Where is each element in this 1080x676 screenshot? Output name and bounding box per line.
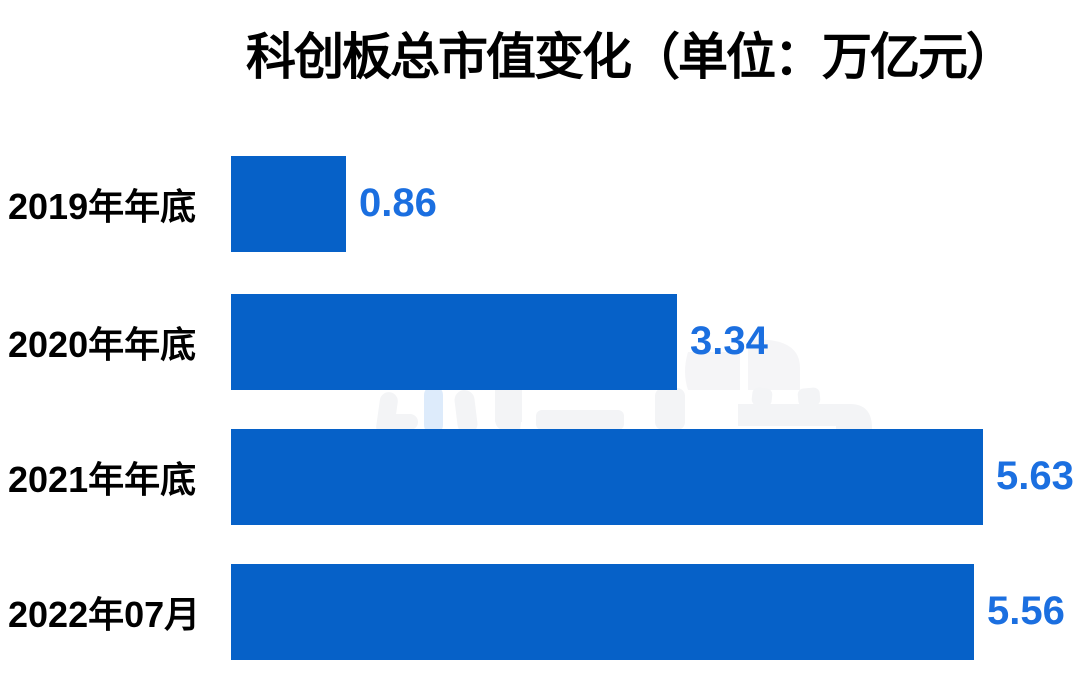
bar-row-2022: 2022年07月 5.56	[0, 563, 1080, 660]
value-label: 0.86	[359, 181, 437, 225]
bar-row-2021: 2021年年底 5.63	[0, 428, 1080, 525]
chart-title: 科创板总市值变化（单位：万亿元）	[246, 29, 1016, 85]
bar-2022	[231, 563, 974, 660]
bar-2020	[231, 293, 677, 390]
category-label: 2020年年底	[8, 323, 197, 365]
value-label: 5.56	[987, 589, 1065, 633]
category-label: 2021年年底	[8, 458, 197, 500]
bar-2019	[231, 155, 346, 252]
bar-2021	[231, 428, 983, 525]
category-label: 2022年07月	[8, 593, 201, 635]
value-label: 5.63	[996, 454, 1074, 498]
value-label: 3.34	[690, 319, 768, 363]
bar-row-2019: 2019年年底 0.86	[0, 155, 1080, 252]
category-label: 2019年年底	[8, 185, 197, 227]
bar-row-2020: 2020年年底 3.34	[0, 293, 1080, 390]
